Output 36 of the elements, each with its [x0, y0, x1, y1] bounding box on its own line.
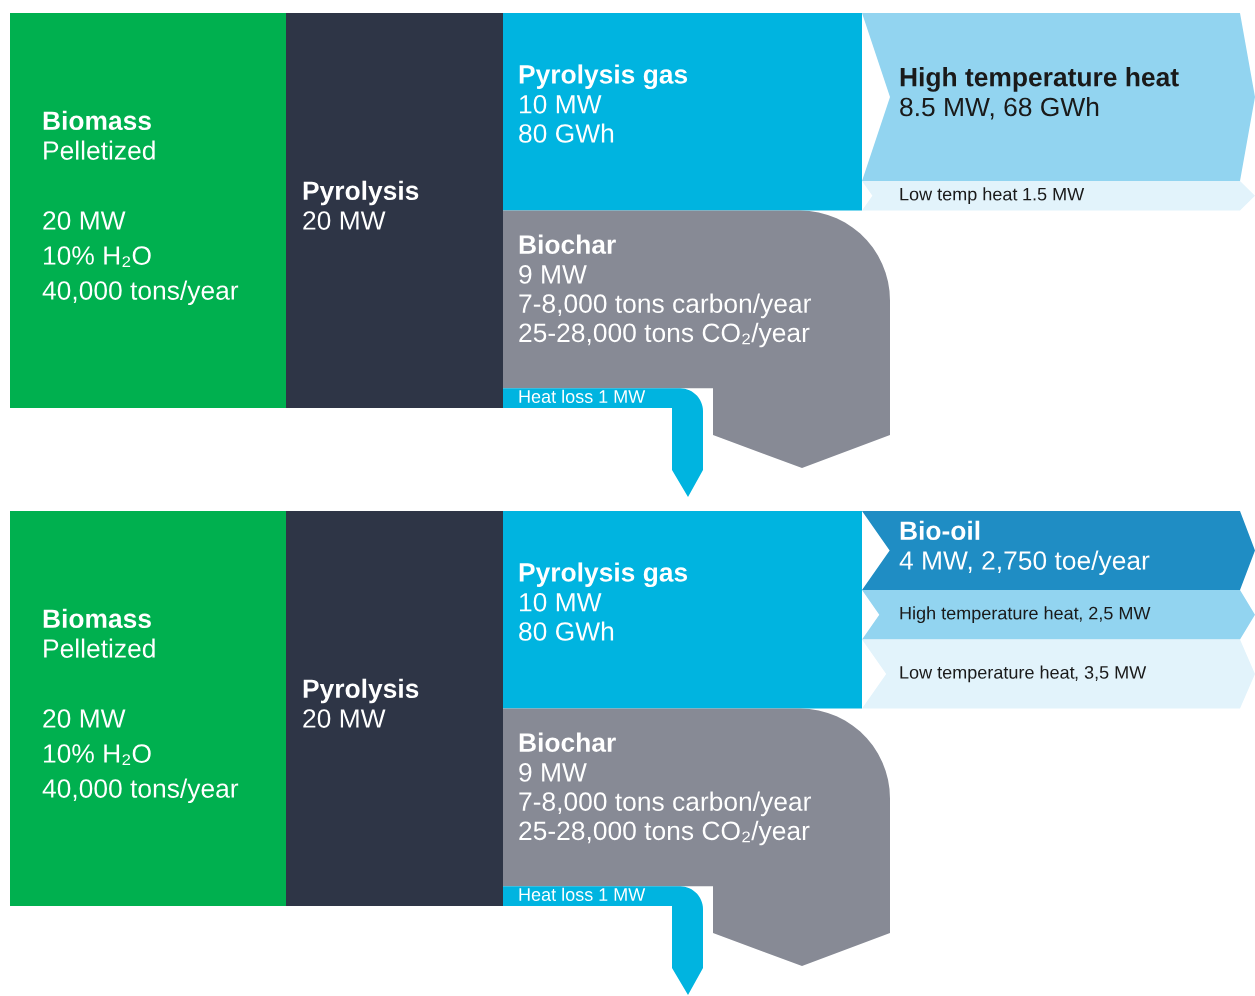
category-label: Pyrolysis gas — [519, 64, 688, 90]
category-label: Heat loss — [519, 389, 593, 403]
data-label: 1.5 MW — [1023, 187, 1085, 201]
data-label: , 3,5 MW — [1075, 666, 1147, 681]
text: 40,000 tons/year — [42, 778, 239, 804]
category-label: High temperature heat — [900, 67, 1179, 92]
data-label: 9 MW 7-8,000 tons carbon/year 25-28,000 tons CO₂/year — [519, 265, 811, 348]
category-label: Biochar — [519, 234, 616, 254]
category-label: Low temp heat — [900, 187, 1018, 205]
data-label: 1 MW — [599, 390, 646, 403]
data-label: 20 MW — [43, 211, 126, 230]
category-label: Pyrolysis — [303, 180, 419, 206]
data-label: 8.5 MW, 68 GWh — [900, 96, 1099, 120]
data-label: 20 MW — [303, 211, 386, 230]
data-label: 10 MW 80 GWh — [519, 94, 614, 143]
data-label: 20 MW — [43, 709, 126, 728]
data-label: 10 MW 80 GWh — [519, 592, 614, 641]
category-label: Pyrolysis gas — [519, 562, 688, 588]
category-label: Biomass — [43, 110, 151, 131]
data-label: 4 MW, 2,750 toe/year — [899, 550, 1150, 576]
data-label: , 2,5 MW — [1079, 606, 1151, 622]
category-label: Pyrolysis — [303, 678, 419, 704]
category-label: Biochar — [519, 732, 616, 752]
category-label: Heat loss — [519, 887, 593, 901]
category-label: High temperature heat — [900, 606, 1079, 624]
category-label: Low temperature heat — [900, 665, 1075, 683]
text: Pelletized — [44, 140, 155, 160]
text: 10% H₂O — [44, 744, 151, 765]
data-label: 1 MW — [599, 888, 646, 901]
category-label: Biomass — [43, 608, 151, 629]
text: 40,000 tons/year — [42, 280, 239, 306]
data-label: 20 MW — [303, 709, 386, 728]
data-label: 9 MW 7-8,000 tons carbon/year 25-28,000 tons CO₂/year — [519, 763, 811, 846]
text: 10% H₂O — [44, 246, 151, 267]
category-label: Bio-oil — [900, 520, 980, 541]
text: Pelletized — [44, 638, 155, 658]
